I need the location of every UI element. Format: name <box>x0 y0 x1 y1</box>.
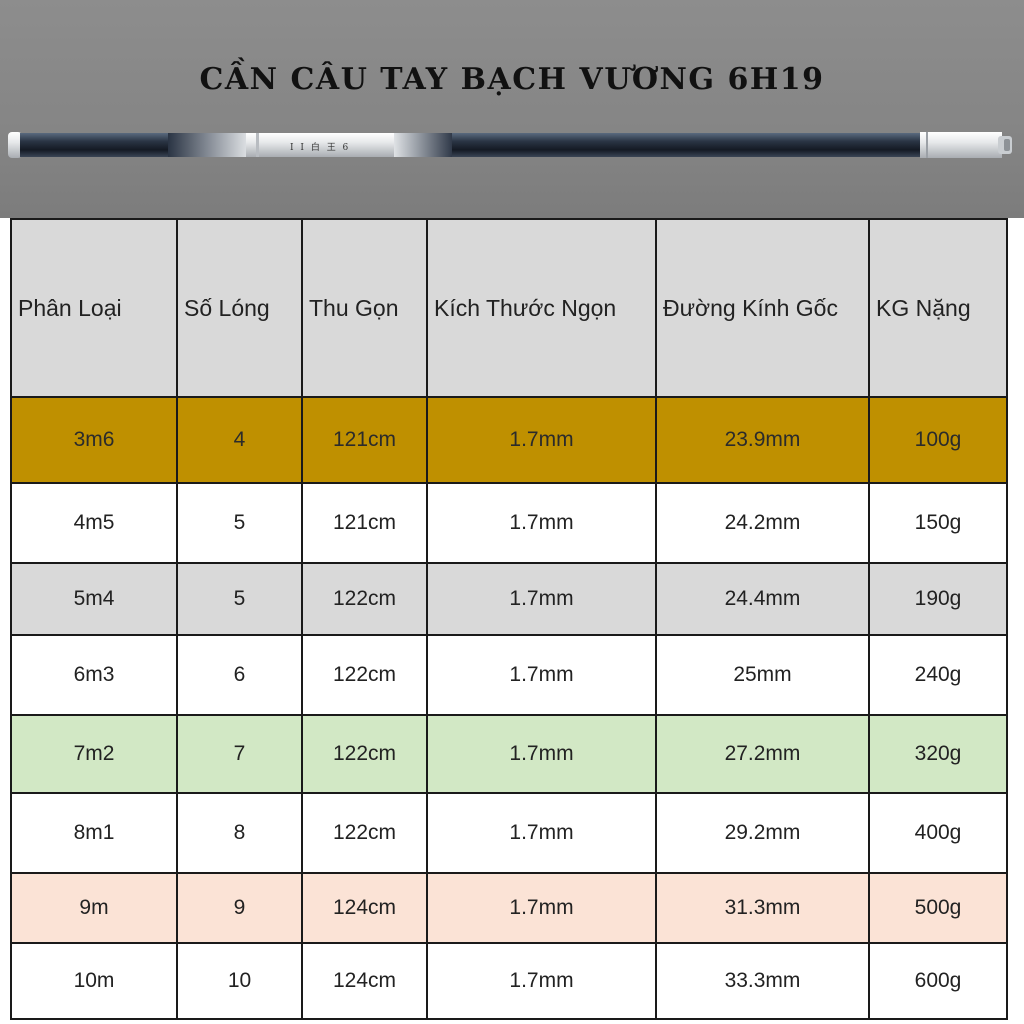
cell-kg-nang: 500g <box>868 872 1008 944</box>
cell-duong-kinh-goc: 25mm <box>655 634 870 716</box>
cell-duong-kinh-goc: 24.2mm <box>655 482 870 564</box>
header-so-long: Số Lóng <box>176 218 303 398</box>
cell-so-long: 7 <box>176 714 303 794</box>
header-thu-gon: Thu Gọn <box>301 218 428 398</box>
cell-phan-loai: 8m1 <box>10 792 178 874</box>
cell-phan-loai: 3m6 <box>10 396 178 484</box>
header-kg-nang: KG Nặng <box>868 218 1008 398</box>
cell-phan-loai: 4m5 <box>10 482 178 564</box>
header-kich-thuoc-ngon: Kích Thước Ngọn <box>426 218 657 398</box>
cell-phan-loai: 7m2 <box>10 714 178 794</box>
table-row: 8m1 8 122cm 1.7mm 29.2mm 400g <box>10 792 1008 874</box>
cell-thu-gon: 122cm <box>301 714 428 794</box>
cell-so-long: 9 <box>176 872 303 944</box>
product-banner: CẦN CÂU TAY BẠCH VƯƠNG 6H19 <box>0 0 1024 218</box>
cell-kg-nang: 100g <box>868 396 1008 484</box>
cell-kich-thuoc-ngon: 1.7mm <box>426 634 657 716</box>
cell-kich-thuoc-ngon: 1.7mm <box>426 714 657 794</box>
cell-so-long: 5 <box>176 562 303 636</box>
table-row: 3m6 4 121cm 1.7mm 23.9mm 100g <box>10 396 1008 484</box>
cell-kg-nang: 600g <box>868 942 1008 1020</box>
cell-so-long: 5 <box>176 482 303 564</box>
header-duong-kinh-goc: Đường Kính Gốc <box>655 218 870 398</box>
cell-kg-nang: 150g <box>868 482 1008 564</box>
cell-duong-kinh-goc: 24.4mm <box>655 562 870 636</box>
cell-phan-loai: 6m3 <box>10 634 178 716</box>
cell-kg-nang: 190g <box>868 562 1008 636</box>
fishing-rod-icon <box>8 132 1012 158</box>
header-phan-loai: Phân Loại <box>10 218 178 398</box>
cell-thu-gon: 124cm <box>301 942 428 1020</box>
cell-kich-thuoc-ngon: 1.7mm <box>426 872 657 944</box>
table-header-row: Phân Loại Số Lóng Thu Gọn Kích Thước Ngọ… <box>10 218 1008 398</box>
table-row: 4m5 5 121cm 1.7mm 24.2mm 150g <box>10 482 1008 564</box>
cell-duong-kinh-goc: 23.9mm <box>655 396 870 484</box>
table-row: 6m3 6 122cm 1.7mm 25mm 240g <box>10 634 1008 716</box>
cell-kich-thuoc-ngon: 1.7mm <box>426 942 657 1020</box>
cell-kg-nang: 240g <box>868 634 1008 716</box>
cell-so-long: 6 <box>176 634 303 716</box>
spec-table: Phân Loại Số Lóng Thu Gọn Kích Thước Ngọ… <box>10 218 1008 1020</box>
cell-phan-loai: 5m4 <box>10 562 178 636</box>
cell-thu-gon: 121cm <box>301 396 428 484</box>
page-title: CẦN CÂU TAY BẠCH VƯƠNG 6H19 <box>199 62 825 97</box>
cell-duong-kinh-goc: 33.3mm <box>655 942 870 1020</box>
cell-phan-loai: 9m <box>10 872 178 944</box>
cell-kich-thuoc-ngon: 1.7mm <box>426 792 657 874</box>
cell-kich-thuoc-ngon: 1.7mm <box>426 562 657 636</box>
cell-phan-loai: 10m <box>10 942 178 1020</box>
cell-thu-gon: 122cm <box>301 634 428 716</box>
cell-so-long: 10 <box>176 942 303 1020</box>
cell-thu-gon: 122cm <box>301 562 428 636</box>
cell-so-long: 4 <box>176 396 303 484</box>
rod-marking: I I 白 王 6 <box>290 143 351 153</box>
cell-kich-thuoc-ngon: 1.7mm <box>426 396 657 484</box>
cell-duong-kinh-goc: 29.2mm <box>655 792 870 874</box>
cell-duong-kinh-goc: 31.3mm <box>655 872 870 944</box>
table-row: 5m4 5 122cm 1.7mm 24.4mm 190g <box>10 562 1008 636</box>
fishing-rod-image: I I 白 王 6 <box>8 128 1012 162</box>
cell-duong-kinh-goc: 27.2mm <box>655 714 870 794</box>
table-row: 10m 10 124cm 1.7mm 33.3mm 600g <box>10 942 1008 1020</box>
cell-kich-thuoc-ngon: 1.7mm <box>426 482 657 564</box>
cell-so-long: 8 <box>176 792 303 874</box>
table-row: 9m 9 124cm 1.7mm 31.3mm 500g <box>10 872 1008 944</box>
cell-kg-nang: 320g <box>868 714 1008 794</box>
table-row: 7m2 7 122cm 1.7mm 27.2mm 320g <box>10 714 1008 794</box>
cell-kg-nang: 400g <box>868 792 1008 874</box>
cell-thu-gon: 121cm <box>301 482 428 564</box>
cell-thu-gon: 124cm <box>301 872 428 944</box>
cell-thu-gon: 122cm <box>301 792 428 874</box>
